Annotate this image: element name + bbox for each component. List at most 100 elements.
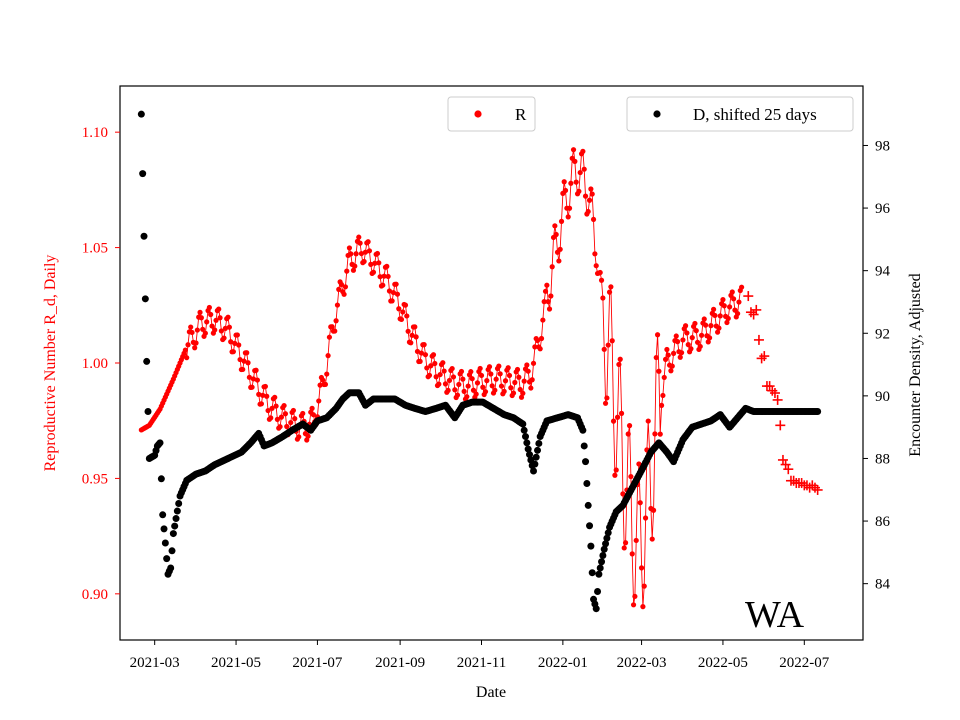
right-y-tick-label: 94 <box>875 264 891 280</box>
d-point <box>535 439 543 447</box>
d-point <box>592 605 600 613</box>
d-point <box>157 475 165 483</box>
x-axis-title: Date <box>476 684 506 701</box>
d-point <box>526 451 534 459</box>
d-point <box>171 522 179 530</box>
right-y-axis: 84 86 88 90 92 94 96 98 <box>863 138 891 593</box>
x-tick-label: 2021-09 <box>375 655 425 671</box>
x-tick-label: 2021-03 <box>130 655 180 671</box>
d-point <box>602 540 610 548</box>
x-tick-label: 2021-11 <box>457 655 506 671</box>
d-point <box>524 445 532 453</box>
legend-r-box <box>447 96 536 132</box>
d-point <box>519 420 527 428</box>
r-forecast-point <box>775 420 786 431</box>
legend-r-marker <box>474 110 482 118</box>
d-point <box>172 515 180 523</box>
d-point <box>141 295 149 303</box>
d-point <box>580 442 588 450</box>
d-point <box>596 564 604 572</box>
r-forecast-point <box>753 334 764 345</box>
right-y-tick-label: 96 <box>875 201 891 217</box>
right-y-tick-label: 84 <box>875 577 891 593</box>
d-point <box>595 570 603 578</box>
d-point <box>588 569 596 577</box>
d-series-layer <box>137 110 822 613</box>
d-point <box>139 170 147 178</box>
x-tick-label: 2022-05 <box>698 655 748 671</box>
left-y-tick-label: 1.10 <box>82 125 108 141</box>
right-y-tick-label: 88 <box>875 451 890 467</box>
r-point <box>636 461 642 467</box>
d-point <box>583 480 591 488</box>
x-tick-label: 2022-03 <box>617 655 667 671</box>
left-y-tick-label: 1.05 <box>82 241 108 257</box>
region-annotation: WA <box>745 594 805 636</box>
legend-d-marker <box>653 110 661 118</box>
x-tick-label: 2021-07 <box>292 655 342 671</box>
right-y-tick-label: 90 <box>875 389 890 405</box>
left-y-axis: 0.90 0.95 1.00 1.05 1.10 <box>82 125 120 603</box>
d-point <box>579 426 587 434</box>
r-point <box>640 604 646 610</box>
d-point <box>168 547 176 555</box>
x-tick-label: 2022-01 <box>538 655 588 671</box>
r-series-layer <box>138 147 823 610</box>
r-forecast-point <box>812 484 823 495</box>
d-point <box>163 555 171 563</box>
d-point <box>598 558 606 566</box>
r-point <box>657 431 663 437</box>
legend-r: R <box>447 96 536 132</box>
r-forecast-point <box>772 394 783 405</box>
d-point <box>582 458 590 466</box>
r-point <box>739 284 745 290</box>
x-tick-label: 2022-07 <box>779 655 829 671</box>
x-axis: 2021-03 2021-05 2021-07 2021-09 2021-11 2022-… <box>130 640 830 671</box>
d-point <box>587 542 595 550</box>
d-point <box>599 551 607 559</box>
legend-d-box <box>626 96 854 132</box>
right-y-tick-label: 86 <box>875 514 891 530</box>
d-point <box>159 511 167 519</box>
d-point <box>173 507 181 515</box>
d-point <box>814 408 822 416</box>
d-point <box>520 426 528 434</box>
r-forecast-point <box>759 351 770 362</box>
d-point <box>534 446 542 454</box>
d-point <box>160 525 168 533</box>
d-point <box>600 545 608 553</box>
left-y-axis-title: Reproductive Number R_d, Daily <box>42 255 59 472</box>
d-point <box>140 232 148 240</box>
legend-d: D, shifted 25 days <box>626 96 854 132</box>
d-point <box>532 453 540 461</box>
r-forecast-point <box>751 304 762 315</box>
d-point <box>604 529 612 537</box>
d-point <box>531 460 539 468</box>
d-point <box>522 433 530 441</box>
d-point <box>523 439 531 447</box>
right-y-tick-label: 98 <box>875 138 890 154</box>
left-y-tick-label: 0.90 <box>82 587 108 603</box>
right-y-axis-title: Encounter Density, Adjusted <box>907 273 924 456</box>
left-y-tick-label: 0.95 <box>82 471 108 487</box>
d-point <box>137 110 145 118</box>
x-tick-label: 2021-05 <box>211 655 261 671</box>
d-point <box>586 522 594 530</box>
d-point <box>167 564 175 572</box>
d-point <box>161 539 169 547</box>
legend-r-label: R <box>515 105 527 124</box>
left-y-tick-label: 1.00 <box>82 356 108 372</box>
d-point <box>143 357 151 365</box>
right-y-tick-label: 92 <box>875 326 890 342</box>
r-forecast-point <box>783 464 794 475</box>
d-point <box>603 534 611 542</box>
r-series-line <box>141 149 743 607</box>
d-point <box>594 587 602 595</box>
r-forecast-point <box>743 291 754 302</box>
d-point <box>530 467 538 475</box>
d-point <box>584 501 592 509</box>
r-point <box>649 536 655 542</box>
legend-d-label: D, shifted 25 days <box>693 105 817 124</box>
d-point <box>169 530 177 538</box>
